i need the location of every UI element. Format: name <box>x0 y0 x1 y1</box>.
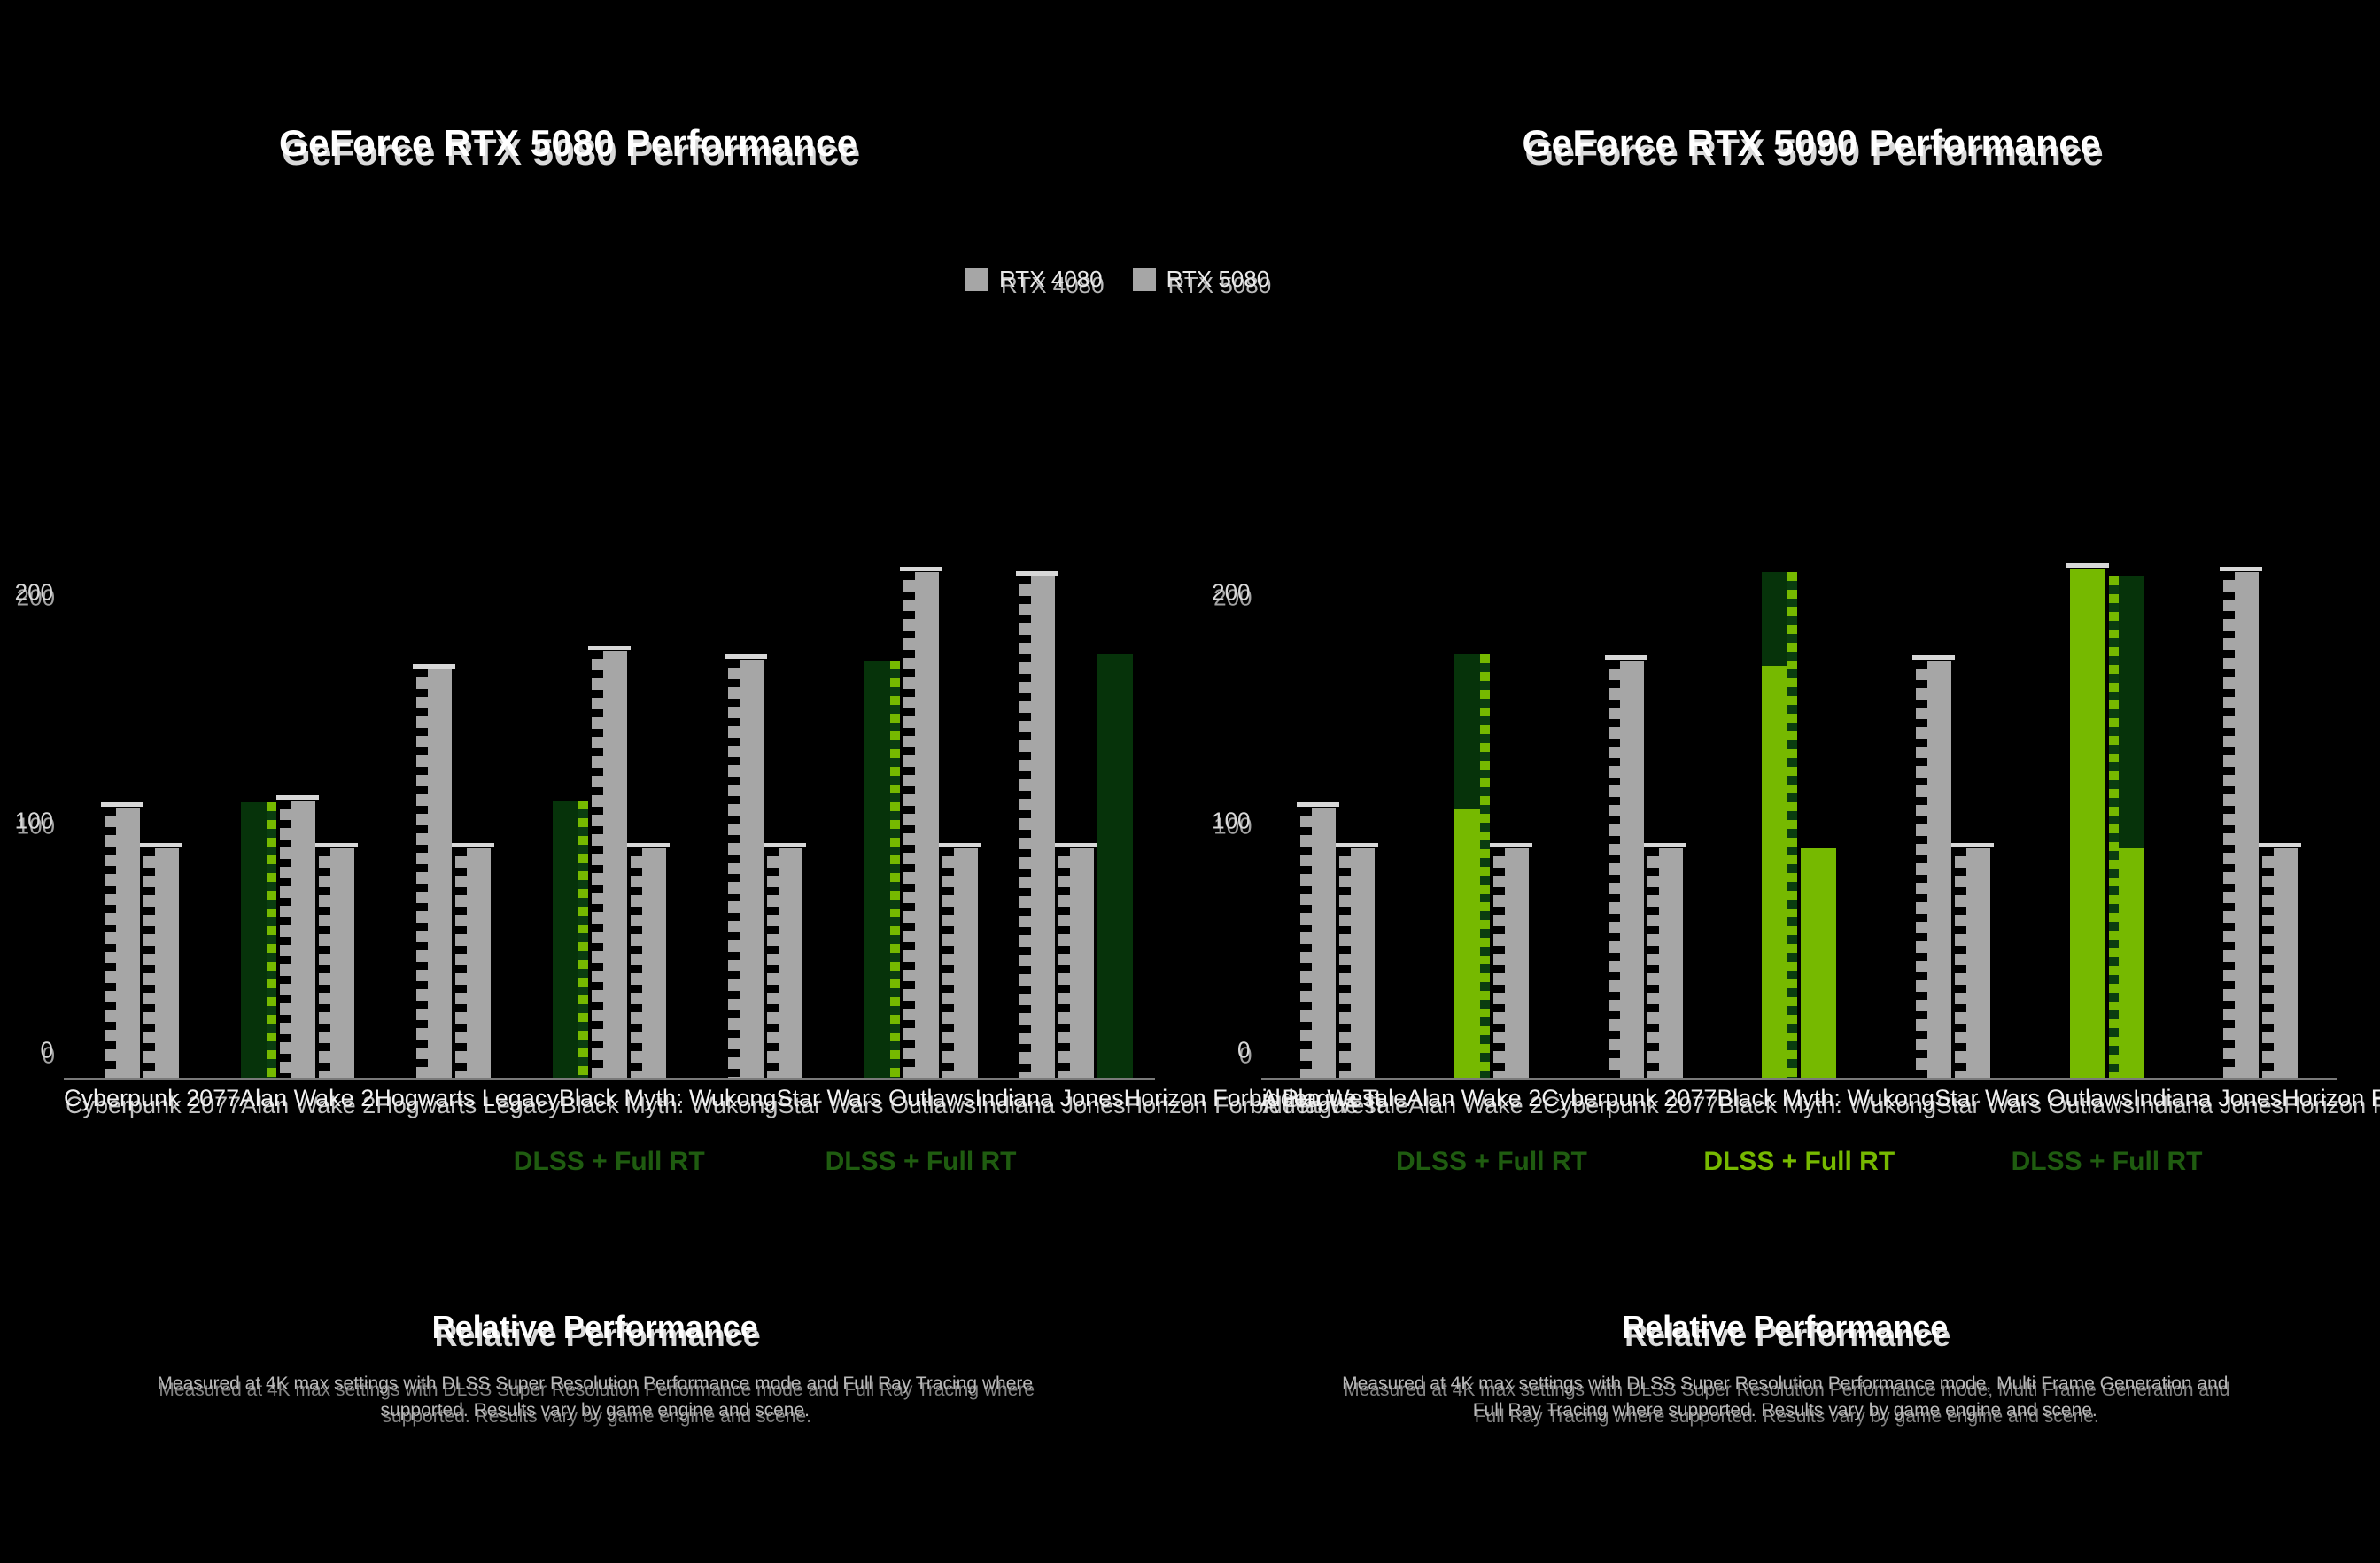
bar-rtx4090 <box>2066 563 2109 1078</box>
legend-swatch-icon <box>1132 267 1156 291</box>
bar-group: DLSS + Full RT <box>1703 390 1895 1176</box>
bar-rtx4090 <box>1604 655 1647 1078</box>
bar-rtx4080 <box>1016 571 1059 1078</box>
x-tick-label: Star Wars Outlaws <box>1934 1085 2134 1111</box>
annotation-dlss-full-rt: DLSS + Full RT <box>513 1147 705 1176</box>
bar-group <box>1569 390 1723 1078</box>
bar-rtx4090 <box>1454 654 1490 1078</box>
y-tick-label: 200 <box>14 578 53 606</box>
bar-group: DLSS + Full RT <box>2012 390 2202 1176</box>
x-tick-label: Cyberpunk 2077 <box>64 1085 240 1111</box>
legend-label: RTX 5080 <box>1166 266 1270 292</box>
bar-rtx5080 <box>587 646 631 1078</box>
bar-rtx5080 <box>1055 843 1098 1078</box>
y-tick-label: 0 <box>40 1036 53 1064</box>
annotation-dlss-full-rt: DLSS + Full RT <box>2011 1147 2203 1176</box>
bar-group <box>1261 390 1415 1079</box>
bar-rtx4080 <box>864 661 900 1078</box>
footnote: Measured at 4K max settings with DLSS Su… <box>157 1373 1034 1420</box>
bar-rtx5080 <box>763 843 806 1078</box>
x-tick-label: Black Myth: Wukong <box>558 1085 777 1111</box>
bar-group <box>687 390 843 1079</box>
bar-rtx5080 <box>139 843 182 1078</box>
annotation-dlss-full-rt: DLSS + Full RT <box>825 1147 1017 1176</box>
plot-area-5080: 0 100 200 <box>15 390 1155 1176</box>
plot-area-5090: 0 100 200 DLSS + Full RT <box>1212 390 2338 1176</box>
bar-rtx4090 <box>1911 655 1955 1078</box>
y-tick-label: 200 <box>1212 578 1251 606</box>
x-tick-label: Indiana Jones <box>2133 1085 2283 1111</box>
bar-rtx5090 <box>1950 843 1994 1078</box>
bar-group <box>999 390 1155 1078</box>
legend-swatch-icon <box>965 267 988 291</box>
bar-rtx4080 <box>724 654 767 1079</box>
annotation-dlss-full-rt: DLSS + Full RT <box>1396 1147 1587 1176</box>
x-tick-label: Alan Wake 2 <box>1407 1085 1542 1111</box>
x-tick-label: Indiana Jones <box>974 1085 1124 1111</box>
bar-group: DLSS + Full RT <box>1396 390 1587 1176</box>
bar-rtx5080-b <box>626 843 670 1078</box>
x-tick-label: Star Wars Outlaws <box>776 1085 975 1111</box>
bar-group <box>376 390 531 1078</box>
bar-rtx4080 <box>240 802 276 1078</box>
bar-rtx5090 <box>1643 843 1686 1078</box>
bar-rtx4080 <box>100 801 143 1079</box>
bar-groups: DLSS + Full RT DLSS + Full RT <box>64 390 1155 1176</box>
x-tick-label: Horizon Forbidden West <box>1123 1085 1382 1111</box>
page-title: GeForce RTX 5090 Performance <box>1522 122 2102 164</box>
chart-panel-5090: GeForce RTX 5090 Performance RTX 4090 RT… <box>1190 0 2380 1563</box>
bar-rtx5090 <box>1336 843 1379 1078</box>
x-tick-label: Horizon Forbidden West <box>2282 1085 2380 1111</box>
y-tick-label: 100 <box>1212 807 1251 834</box>
bar-rtx4090 <box>1297 801 1340 1079</box>
legend-label: RTX 4080 <box>999 266 1103 292</box>
bar-rtx5090 <box>1489 843 1532 1078</box>
legend-item-1: RTX 5080 <box>1132 266 1270 293</box>
chart-legend: RTX 4080 RTX 5080 <box>965 266 1269 293</box>
bar-rtx5090 <box>2108 576 2144 1078</box>
x-tick-label: Black Myth: Wukong <box>1717 1085 1934 1111</box>
y-tick-label: 100 <box>14 807 53 834</box>
bar-group <box>2183 390 2337 1079</box>
bar-group: DLSS + Full RT <box>826 390 1017 1176</box>
x-tick-label: Alan Wake 2 <box>239 1085 375 1111</box>
bar-rtx5080-b <box>314 843 358 1078</box>
bar-rtx4080 <box>552 800 588 1078</box>
bar-group <box>1876 390 2030 1078</box>
chart-panel-5080: GeForce RTX 5080 Performance RTX 4080 RT… <box>15 122 1382 1420</box>
x-tick-label: Cyberpunk 2077 <box>1541 1085 1717 1111</box>
page-title: GeForce RTX 5080 Performance <box>278 122 858 164</box>
x-axis-labels: Cyberpunk 2077 Alan Wake 2 Hogwarts Lega… <box>64 1085 1381 1191</box>
bar-groups: DLSS + Full RT DLSS + Full RT <box>1261 390 2338 1176</box>
footer-title: Relative Performance <box>1622 1309 1949 1345</box>
x-axis-labels: A Plague Tale Alan Wake 2 Cyberpunk 2077… <box>1260 1085 2380 1191</box>
footer-title: Relative Performance <box>431 1309 758 1345</box>
legend-item-0: RTX 4080 <box>965 266 1103 293</box>
bar-rtx5090 <box>2259 843 2302 1078</box>
bar-rtx5080-dark <box>1097 654 1134 1078</box>
bar-group: DLSS + Full RT <box>514 390 705 1176</box>
bar-rtx5080 <box>451 843 494 1078</box>
bar-rtx5080 <box>899 566 942 1079</box>
x-tick-label: A Plague Tale <box>1260 1085 1407 1111</box>
footnote: Measured at 4K max settings with DLSS Su… <box>1342 1373 2229 1420</box>
bar-rtx4090 <box>1762 571 1798 1078</box>
bar-rtx4080 <box>412 664 455 1078</box>
bar-group <box>220 390 376 1079</box>
annotation-dlss-full-rt: DLSS + Full RT <box>1703 1147 1895 1176</box>
x-tick-label: Hogwarts Legacy <box>374 1085 559 1111</box>
bar-rtx4090 <box>2220 566 2263 1079</box>
bar-rtx5080 <box>275 794 319 1079</box>
bar-rtx5080-b <box>938 843 981 1078</box>
y-tick-label: 0 <box>1237 1036 1251 1064</box>
bar-group <box>64 390 220 1079</box>
bar-rtx5090 <box>1801 848 1837 1078</box>
